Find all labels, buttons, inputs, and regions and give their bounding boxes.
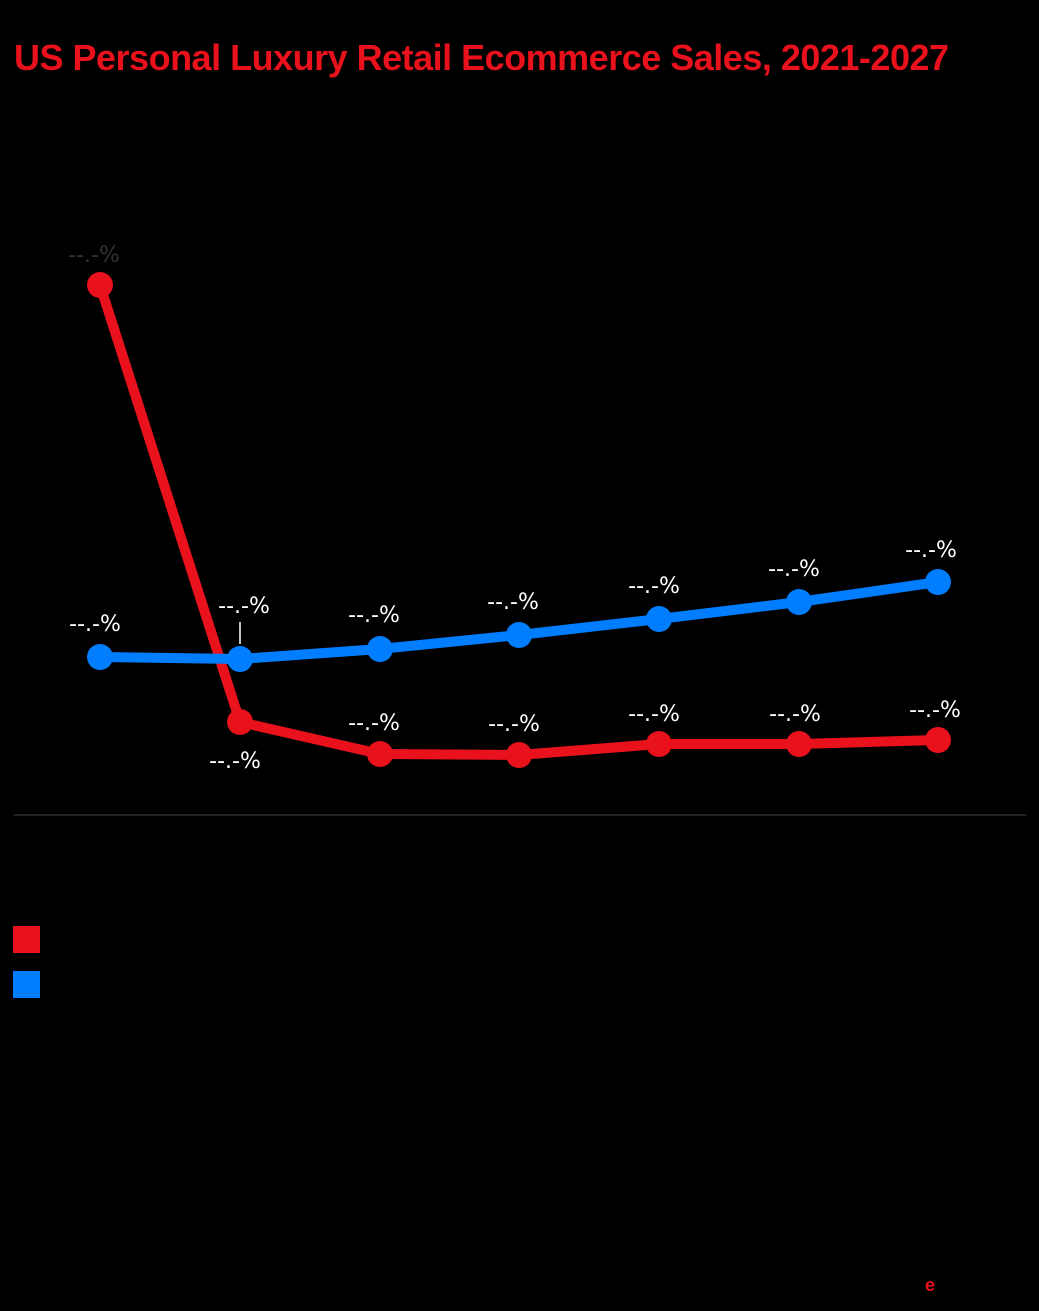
data-point xyxy=(786,731,812,757)
data-point xyxy=(506,742,532,768)
data-point xyxy=(227,646,253,672)
data-point xyxy=(367,636,393,662)
chart-title: US Personal Luxury Retail Ecommerce Sale… xyxy=(14,37,949,78)
data-label: --.-% xyxy=(487,590,539,615)
data-point xyxy=(925,727,951,753)
data-label: --.-% xyxy=(769,702,821,727)
data-label: --.-% xyxy=(628,702,680,727)
data-label: --.-% xyxy=(768,557,820,582)
legend xyxy=(13,926,52,1016)
data-label: --.-% xyxy=(348,711,400,736)
data-label: --.-% xyxy=(628,574,680,599)
data-point xyxy=(646,731,672,757)
data-point xyxy=(87,272,113,298)
data-label: --.-% xyxy=(69,612,121,637)
data-point xyxy=(925,569,951,595)
legend-item-blue xyxy=(13,971,52,998)
legend-swatch-red xyxy=(13,926,40,953)
data-point xyxy=(367,741,393,767)
data-point xyxy=(646,606,672,632)
data-point xyxy=(786,589,812,615)
data-label: --.-% xyxy=(68,243,120,268)
data-label: --.-% xyxy=(218,594,270,619)
data-point xyxy=(87,644,113,670)
data-label: --.-% xyxy=(909,698,961,723)
data-point xyxy=(506,622,532,648)
legend-item-red xyxy=(13,926,52,953)
data-label: --.-% xyxy=(209,749,261,774)
data-label: --.-% xyxy=(348,603,400,628)
series-blue-line xyxy=(87,569,951,672)
data-label: --.-% xyxy=(905,538,957,563)
brand-logo: e xyxy=(925,1275,936,1295)
data-label: --.-% xyxy=(488,712,540,737)
data-point xyxy=(227,709,253,735)
series-red-line xyxy=(87,272,951,768)
data-labels: --.-% --.-% --.-% --.-% --.-% --.-% --.-% --.-%… xyxy=(68,243,961,774)
legend-swatch-blue xyxy=(13,971,40,998)
